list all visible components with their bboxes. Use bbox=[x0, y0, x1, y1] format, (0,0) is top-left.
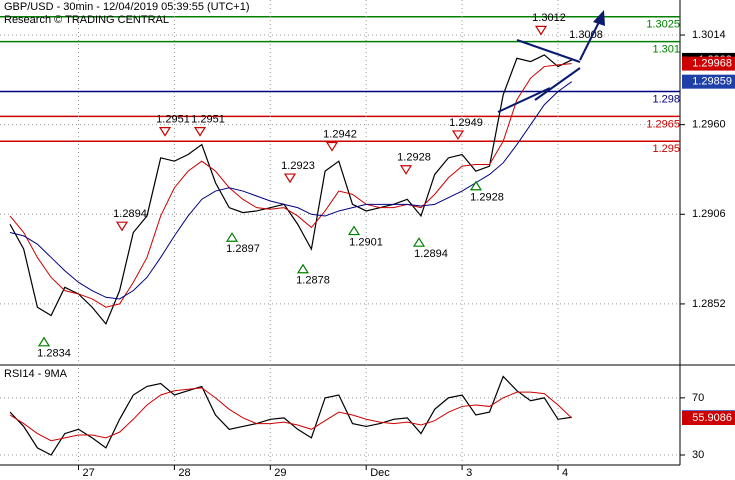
series-line bbox=[9, 387, 573, 442]
high-marker bbox=[283, 173, 297, 184]
high-marker bbox=[451, 130, 465, 141]
x-tick-label: 3 bbox=[466, 467, 472, 479]
low-marker bbox=[469, 180, 483, 191]
low-marker bbox=[225, 232, 239, 242]
high-label: 1.2951 bbox=[156, 113, 190, 125]
price-tag bbox=[682, 410, 735, 425]
target-label: 1.3008 bbox=[569, 29, 603, 41]
high-label: 1.2942 bbox=[323, 128, 357, 140]
level-label: 1.295 bbox=[652, 143, 680, 155]
y-tick-label: 30 bbox=[692, 449, 704, 461]
price-tag-label: 55.9086 bbox=[692, 412, 732, 424]
high-marker bbox=[534, 25, 548, 36]
high-label: 1.2894 bbox=[113, 208, 147, 220]
low-label: 1.2928 bbox=[470, 192, 504, 204]
low-label: 1.2834 bbox=[37, 348, 71, 360]
high-label: 1.2951 bbox=[191, 113, 225, 125]
y-tick-label: 1.3014 bbox=[692, 29, 726, 41]
high-marker bbox=[115, 221, 129, 232]
rsi-title: RSI14 - 9MA bbox=[4, 368, 68, 380]
level-label: 1.3025 bbox=[646, 19, 680, 31]
forecast-arrow bbox=[579, 19, 601, 61]
series-line bbox=[9, 63, 572, 308]
high-marker bbox=[399, 165, 413, 175]
high-marker bbox=[193, 126, 207, 137]
level-label: 1.298 bbox=[652, 93, 680, 105]
high-label: 1.2923 bbox=[281, 160, 315, 172]
x-tick-label: 29 bbox=[274, 467, 286, 479]
series-line bbox=[9, 81, 572, 300]
low-label: 1.2901 bbox=[349, 236, 383, 248]
chart-title: GBP/USD - 30min - 12/04/2019 05:39:55 (U… bbox=[4, 1, 249, 13]
low-label: 1.2894 bbox=[414, 248, 448, 260]
x-tick-label: 27 bbox=[83, 467, 95, 479]
y-tick-label: 1.2960 bbox=[692, 119, 726, 131]
low-marker bbox=[37, 336, 51, 347]
arrow-head bbox=[593, 10, 605, 26]
high-marker bbox=[325, 141, 339, 152]
level-label: 1.301 bbox=[652, 44, 680, 56]
pattern bbox=[497, 10, 605, 113]
high-label: 1.2949 bbox=[449, 117, 483, 129]
x-tick-label: 4 bbox=[562, 467, 568, 479]
y-tick-label: 1.2906 bbox=[692, 208, 726, 220]
price-tag bbox=[682, 74, 735, 89]
low-marker bbox=[412, 237, 426, 247]
high-label: 1.2928 bbox=[397, 152, 431, 164]
high-marker bbox=[158, 126, 172, 137]
low-marker bbox=[347, 225, 361, 236]
high-label: 1.3012 bbox=[532, 12, 566, 24]
trend-line bbox=[534, 67, 581, 101]
price-tag-label: 1.29859 bbox=[692, 76, 732, 88]
trend-line bbox=[497, 87, 551, 113]
x-tick-label: Dec bbox=[370, 467, 390, 479]
low-marker bbox=[296, 263, 310, 274]
price-tag-label: 1.29968 bbox=[692, 57, 732, 69]
low-label: 1.2897 bbox=[226, 243, 260, 255]
trend-line bbox=[516, 39, 581, 63]
level-label: 1.2965 bbox=[646, 118, 680, 130]
y-tick-label: 70 bbox=[692, 392, 704, 404]
low-label: 1.2878 bbox=[296, 275, 330, 287]
y-tick-label: 1.2852 bbox=[692, 298, 726, 310]
price-tag bbox=[682, 56, 735, 71]
chart-subtitle: Research © TRADING CENTRAL bbox=[4, 14, 169, 26]
x-tick-label: 28 bbox=[178, 467, 190, 479]
series-line bbox=[9, 54, 572, 325]
